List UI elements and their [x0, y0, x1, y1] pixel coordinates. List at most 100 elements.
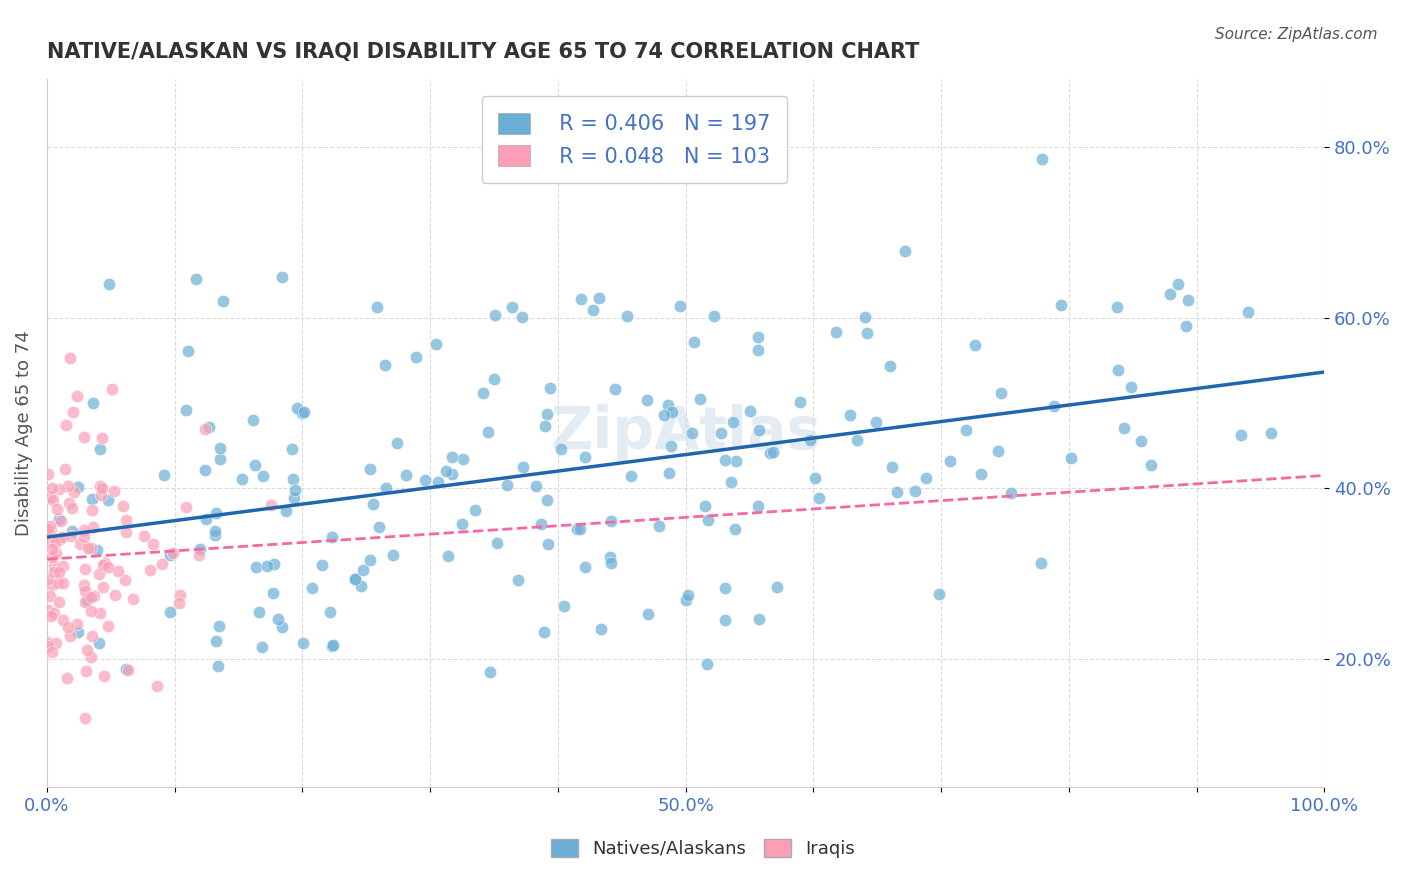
- Point: [72, 530, 94, 544]
- Point: [51, 559, 73, 574]
- Point: [696, 657, 718, 672]
- Point: [568, 522, 591, 536]
- Point: [38, 490, 60, 504]
- Point: [262, 586, 284, 600]
- Point: [80, 629, 103, 643]
- Point: [363, 497, 385, 511]
- Point: [281, 442, 304, 456]
- Point: [366, 300, 388, 314]
- Point: [104, 588, 127, 602]
- Point: [58, 629, 80, 643]
- Point: [207, 658, 229, 673]
- Point: [759, 445, 782, 459]
- Point: [91, 580, 114, 594]
- Point: [291, 406, 314, 420]
- Point: [252, 469, 274, 483]
- Point: [41, 541, 63, 556]
- Point: [87, 566, 110, 581]
- Point: [990, 386, 1012, 401]
- Point: [915, 471, 938, 485]
- Point: [75, 583, 97, 598]
- Point: [82, 502, 104, 516]
- Point: [808, 491, 831, 506]
- Point: [60, 500, 83, 515]
- Point: [647, 518, 669, 533]
- Point: [766, 580, 789, 594]
- Point: [39, 519, 62, 533]
- Point: [426, 475, 449, 490]
- Point: [344, 572, 367, 586]
- Point: [530, 516, 553, 531]
- Point: [599, 550, 621, 565]
- Point: [283, 472, 305, 486]
- Point: [501, 300, 523, 314]
- Point: [839, 408, 862, 422]
- Point: [271, 269, 294, 284]
- Point: [174, 402, 197, 417]
- Point: [83, 589, 105, 603]
- Point: [263, 557, 285, 571]
- Point: [142, 536, 165, 550]
- Point: [204, 528, 226, 542]
- Point: [37, 634, 59, 648]
- Point: [98, 277, 121, 292]
- Point: [80, 604, 103, 618]
- Point: [879, 359, 901, 373]
- Point: [484, 308, 506, 322]
- Point: [1167, 277, 1189, 291]
- Point: [52, 576, 75, 591]
- Point: [97, 618, 120, 632]
- Point: [169, 588, 191, 602]
- Point: [112, 499, 135, 513]
- Point: [939, 454, 962, 468]
- Point: [536, 537, 558, 551]
- Point: [478, 665, 501, 679]
- Point: [132, 529, 155, 543]
- Point: [60, 524, 83, 538]
- Point: [485, 535, 508, 549]
- Point: [721, 415, 744, 429]
- Point: [668, 299, 690, 313]
- Point: [89, 606, 111, 620]
- Point: [75, 595, 97, 609]
- Point: [283, 491, 305, 505]
- Point: [1050, 297, 1073, 311]
- Point: [1031, 152, 1053, 166]
- Point: [79, 590, 101, 604]
- Point: [41, 550, 63, 565]
- Point: [825, 325, 848, 339]
- Point: [67, 625, 90, 640]
- Point: [359, 552, 381, 566]
- Legend: Natives/Alaskans, Iraqis: Natives/Alaskans, Iraqis: [543, 831, 863, 865]
- Point: [274, 504, 297, 518]
- Point: [405, 350, 427, 364]
- Point: [620, 469, 643, 483]
- Point: [37, 639, 59, 653]
- Point: [603, 382, 626, 396]
- Point: [375, 481, 398, 495]
- Point: [343, 572, 366, 586]
- Point: [90, 481, 112, 495]
- Point: [703, 310, 725, 324]
- Point: [425, 337, 447, 351]
- Point: [245, 560, 267, 574]
- Point: [524, 479, 547, 493]
- Point: [97, 560, 120, 574]
- Point: [720, 475, 742, 490]
- Point: [55, 418, 77, 433]
- Point: [657, 398, 679, 412]
- Point: [321, 530, 343, 544]
- Point: [1105, 300, 1128, 314]
- Point: [73, 430, 96, 444]
- Point: [60, 529, 83, 543]
- Text: ZipAtlas: ZipAtlas: [550, 404, 821, 461]
- Point: [204, 633, 226, 648]
- Point: [894, 244, 917, 259]
- Point: [368, 520, 391, 534]
- Point: [48, 565, 70, 579]
- Point: [659, 439, 682, 453]
- Point: [48, 482, 70, 496]
- Point: [506, 573, 529, 587]
- Point: [75, 562, 97, 576]
- Point: [725, 454, 748, 468]
